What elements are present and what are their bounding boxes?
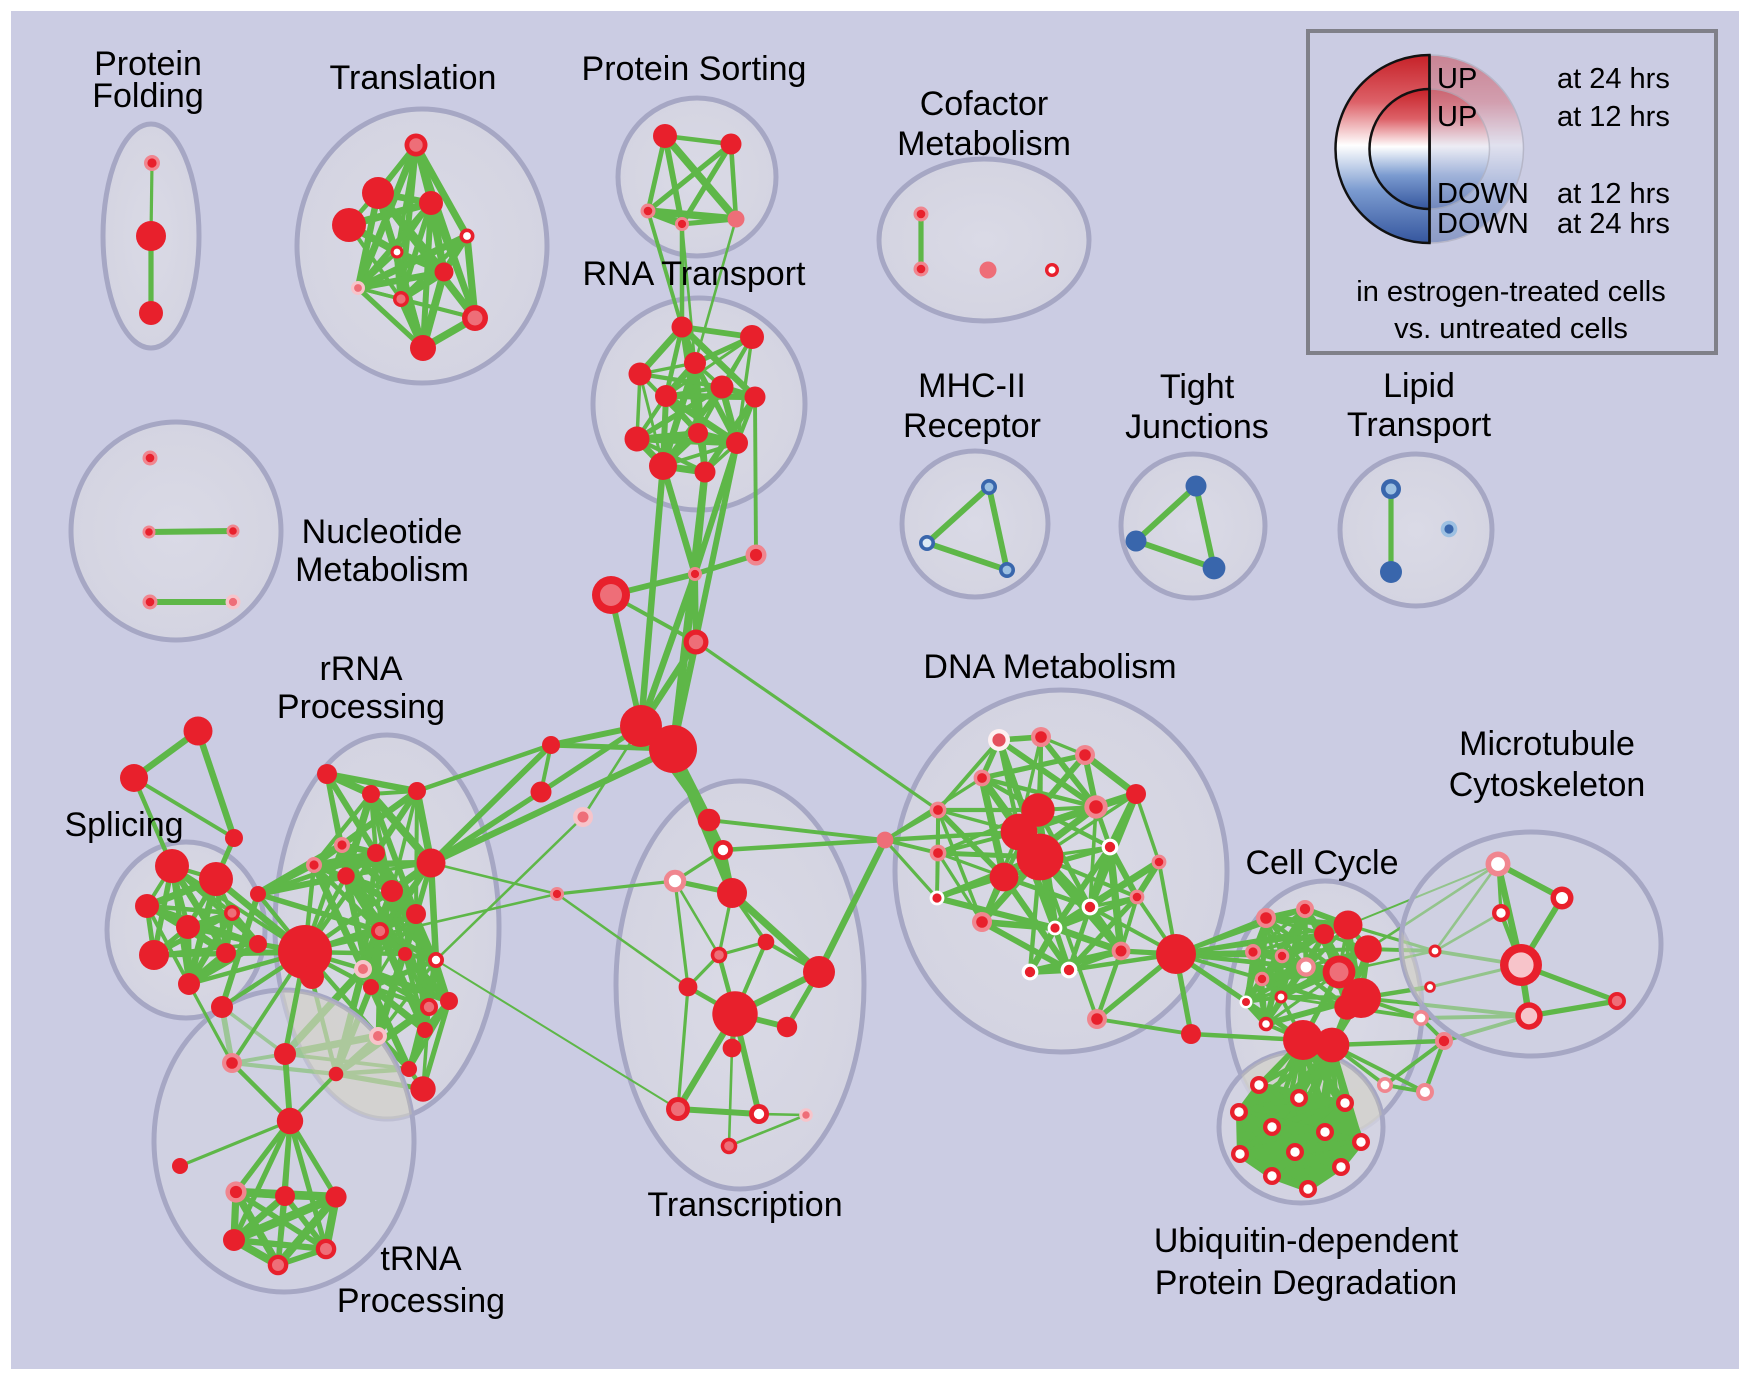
svg-text:at 24 hrs: at 24 hrs <box>1557 208 1670 240</box>
svg-text:Metabolism: Metabolism <box>295 551 469 589</box>
svg-text:Protein Degradation: Protein Degradation <box>1155 1264 1457 1302</box>
svg-text:Ubiquitin-dependent: Ubiquitin-dependent <box>1154 1222 1459 1260</box>
svg-text:UP: UP <box>1437 63 1477 95</box>
svg-text:Processing: Processing <box>337 1282 505 1320</box>
svg-text:rRNA: rRNA <box>319 650 402 688</box>
svg-text:DOWN: DOWN <box>1437 208 1529 240</box>
svg-text:vs. untreated cells: vs. untreated cells <box>1394 313 1628 345</box>
svg-text:in estrogen-treated cells: in estrogen-treated cells <box>1356 276 1666 308</box>
svg-text:Splicing: Splicing <box>64 806 183 844</box>
svg-text:Transport: Transport <box>1347 406 1492 444</box>
svg-text:Folding: Folding <box>92 77 204 115</box>
svg-text:Processing: Processing <box>277 688 445 726</box>
svg-text:Junctions: Junctions <box>1125 408 1269 446</box>
svg-text:DNA Metabolism: DNA Metabolism <box>923 648 1176 686</box>
svg-text:Protein: Protein <box>94 45 202 83</box>
svg-text:at 24 hrs: at 24 hrs <box>1557 63 1670 95</box>
svg-text:Cofactor: Cofactor <box>920 85 1049 123</box>
svg-text:tRNA: tRNA <box>380 1240 462 1278</box>
svg-text:Nucleotide: Nucleotide <box>302 513 463 551</box>
svg-text:Tight: Tight <box>1160 368 1235 406</box>
svg-text:MHC-II: MHC-II <box>918 367 1026 405</box>
svg-text:Cell Cycle: Cell Cycle <box>1245 844 1398 882</box>
svg-text:Metabolism: Metabolism <box>897 125 1071 163</box>
svg-text:Transcription: Transcription <box>647 1186 842 1224</box>
svg-text:Translation: Translation <box>330 59 497 97</box>
svg-text:Protein Sorting: Protein Sorting <box>582 50 807 88</box>
svg-text:Lipid: Lipid <box>1383 367 1455 405</box>
svg-text:Cytoskeleton: Cytoskeleton <box>1449 766 1646 804</box>
svg-text:Microtubule: Microtubule <box>1459 725 1635 763</box>
svg-text:at 12 hrs: at 12 hrs <box>1557 178 1670 210</box>
svg-text:RNA Transport: RNA Transport <box>583 255 807 293</box>
svg-text:Receptor: Receptor <box>903 407 1041 445</box>
svg-text:at 12 hrs: at 12 hrs <box>1557 101 1670 133</box>
svg-text:UP: UP <box>1437 101 1477 133</box>
svg-text:DOWN: DOWN <box>1437 178 1529 210</box>
